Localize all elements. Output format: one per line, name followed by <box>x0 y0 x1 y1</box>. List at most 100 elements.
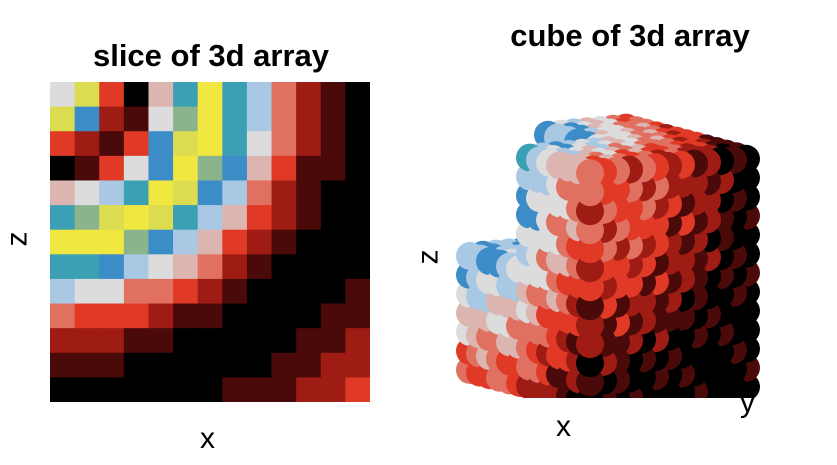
heatmap-cell <box>99 352 125 378</box>
heatmap-cell <box>271 155 297 181</box>
heatmap-cell <box>246 180 272 206</box>
heatmap-cell <box>50 328 76 354</box>
heatmap-cell <box>99 180 125 206</box>
heatmap-cell <box>271 180 297 206</box>
heatmap-cell <box>99 131 125 157</box>
heatmap-cell <box>50 82 76 108</box>
heatmap-cell <box>99 106 125 132</box>
heatmap-cell <box>271 82 297 108</box>
heatmap-cell <box>74 328 100 354</box>
heatmap-cell <box>197 303 223 329</box>
heatmap-cell <box>173 328 199 354</box>
heatmap-cell <box>50 229 76 255</box>
heatmap-cell <box>222 131 248 157</box>
heatmap-cell <box>50 205 76 231</box>
heatmap-cell <box>222 82 248 108</box>
heatmap-cell <box>320 106 346 132</box>
heatmap-cell <box>296 205 322 231</box>
heatmap-cell <box>271 229 297 255</box>
heatmap-cell <box>271 303 297 329</box>
heatmap-cell <box>74 155 100 181</box>
left-z-axis-label: z <box>0 231 34 247</box>
heatmap-cell <box>296 303 322 329</box>
heatmap-cell <box>345 254 370 280</box>
heatmap-cell <box>173 106 199 132</box>
heatmap-cell <box>123 131 149 157</box>
heatmap-cell <box>345 352 370 378</box>
right-chart-title: cube of 3d array <box>510 18 750 53</box>
heatmap-cell <box>320 205 346 231</box>
heatmap-cell <box>99 155 125 181</box>
heatmap-cell <box>148 155 174 181</box>
heatmap-cell <box>74 180 100 206</box>
heatmap-cell <box>173 131 199 157</box>
heatmap-cell <box>50 106 76 132</box>
heatmap-cell <box>222 328 248 354</box>
left-chart-title: slice of 3d array <box>92 38 330 73</box>
heatmap-cell <box>320 180 346 206</box>
heatmap-cell <box>320 377 346 402</box>
heatmap-cell <box>197 180 223 206</box>
heatmap-cell <box>246 82 272 108</box>
heatmap-cell <box>197 352 223 378</box>
heatmap-cell <box>99 205 125 231</box>
heatmap-cell <box>50 155 76 181</box>
right-y-axis-label: y <box>740 386 755 419</box>
heatmap-cell <box>271 352 297 378</box>
heatmap-cell <box>99 377 125 402</box>
heatmap-cell <box>74 352 100 378</box>
heatmap-cell <box>50 254 76 280</box>
heatmap-cell <box>74 377 100 402</box>
heatmap-cell <box>296 328 322 354</box>
heatmap-cell <box>148 377 174 402</box>
heatmap-slice <box>50 82 370 402</box>
heatmap-cell <box>123 328 149 354</box>
heatmap-cell <box>246 278 272 304</box>
heatmap-cell <box>222 155 248 181</box>
heatmap-cell <box>320 303 346 329</box>
heatmap-cell <box>345 155 370 181</box>
heatmap-cell <box>345 278 370 304</box>
heatmap-cell <box>74 205 100 231</box>
heatmap-cell <box>173 303 199 329</box>
heatmap-cell <box>50 278 76 304</box>
heatmap-cell <box>99 254 125 280</box>
heatmap-cell <box>345 303 370 329</box>
heatmap-cell <box>246 352 272 378</box>
heatmap-cell <box>74 254 100 280</box>
heatmap-cell <box>345 180 370 206</box>
heatmap-cell <box>123 205 149 231</box>
heatmap-cell <box>123 180 149 206</box>
heatmap-cell <box>345 131 370 157</box>
heatmap-cell <box>296 229 322 255</box>
heatmap-cell <box>222 352 248 378</box>
left-x-axis-label: x <box>200 422 215 455</box>
heatmap-cell <box>173 278 199 304</box>
heatmap-cell <box>50 131 76 157</box>
heatmap-cell <box>123 303 149 329</box>
heatmap-cell <box>246 155 272 181</box>
heatmap-cell <box>148 278 174 304</box>
heatmap-cell <box>296 254 322 280</box>
heatmap-cell <box>173 82 199 108</box>
heatmap-cell <box>173 180 199 206</box>
heatmap-cell <box>148 82 174 108</box>
heatmap-cell <box>123 254 149 280</box>
heatmap-cell <box>173 254 199 280</box>
heatmap-cell <box>50 352 76 378</box>
heatmap-cell <box>74 82 100 108</box>
heatmap-cell <box>197 229 223 255</box>
heatmap-cell <box>148 205 174 231</box>
heatmap-cell <box>197 278 223 304</box>
heatmap-cell <box>99 82 125 108</box>
heatmap-cell <box>99 278 125 304</box>
heatmap-cell <box>320 328 346 354</box>
heatmap-cell <box>320 254 346 280</box>
heatmap-cell <box>197 254 223 280</box>
heatmap-cell <box>271 254 297 280</box>
heatmap-cell <box>345 328 370 354</box>
heatmap-cell <box>148 328 174 354</box>
heatmap-cell <box>246 303 272 329</box>
heatmap-cell <box>320 278 346 304</box>
heatmap-cell <box>99 229 125 255</box>
